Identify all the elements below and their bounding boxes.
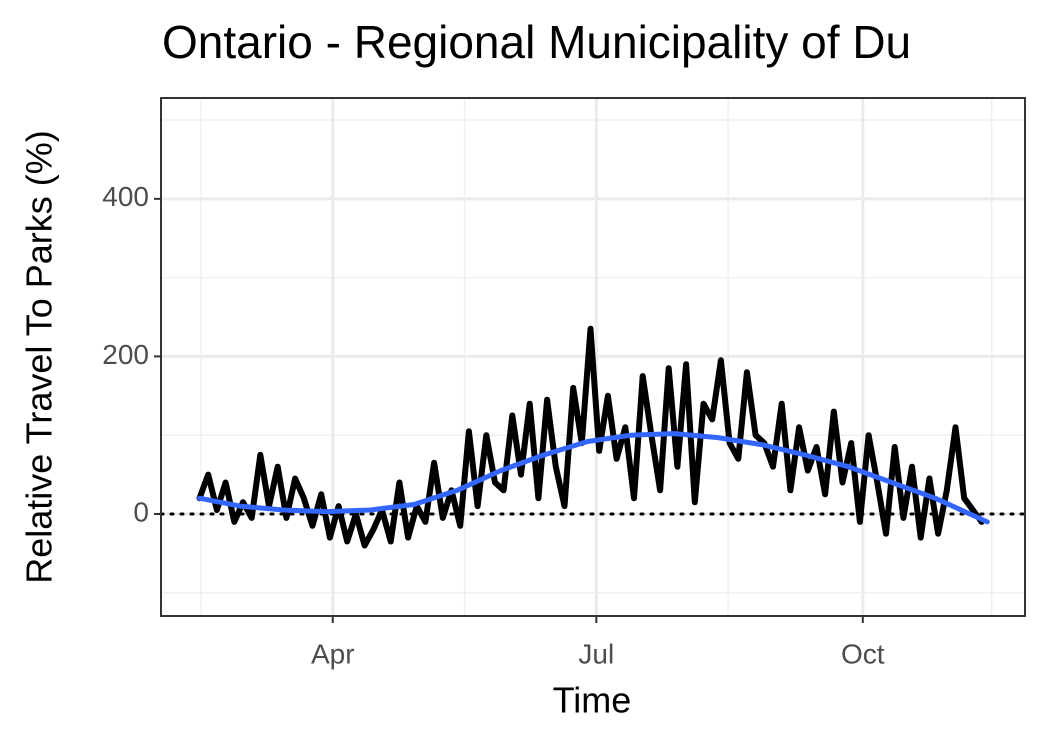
- x-tick-label: Oct: [841, 638, 885, 669]
- x-tick-label: Apr: [311, 638, 355, 669]
- y-tick-label: 0: [133, 496, 149, 527]
- line-series: [197, 431, 990, 525]
- line-series: [196, 325, 985, 549]
- chart-title: Ontario - Regional Municipality of Du: [162, 16, 911, 68]
- panel-border: [160, 97, 1026, 617]
- x-axis-label: Time: [553, 680, 632, 721]
- y-tick-label: 400: [102, 181, 149, 212]
- y-axis-label: Relative Travel To Parks (%): [19, 130, 60, 583]
- x-tick-label: Jul: [578, 638, 614, 669]
- y-tick-label: 200: [102, 339, 149, 370]
